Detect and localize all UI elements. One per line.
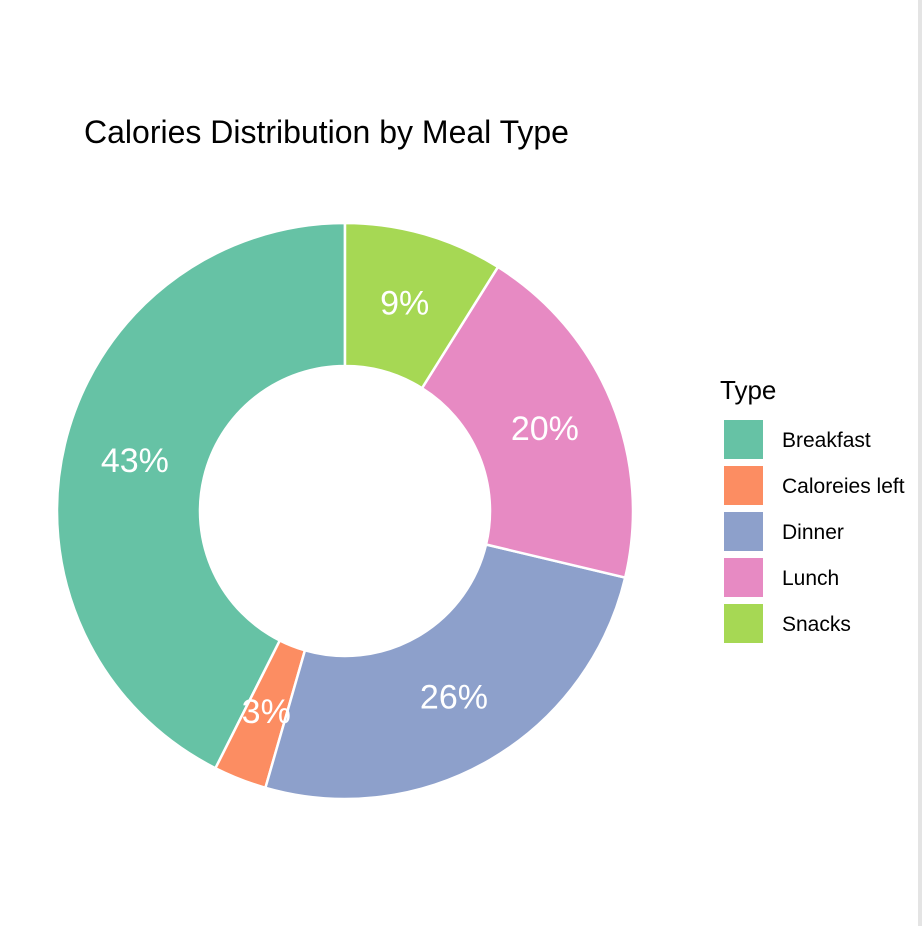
legend-label-dinner: Dinner: [782, 521, 844, 544]
slice-label-dinner: 26%: [420, 678, 488, 716]
legend-label-snacks: Snacks: [782, 613, 851, 636]
window-edge: [918, 0, 922, 926]
slice-breakfast: [55, 221, 347, 770]
legend-swatch-snacks: [724, 604, 763, 643]
legend: Breakfast Caloreies left Dinner Lunch Snacks: [724, 420, 905, 643]
slice-dinner: [263, 543, 627, 801]
slice-labels: 43% 3% 26% 20% 9%: [101, 284, 579, 731]
legend-swatch-dinner: [724, 512, 763, 551]
legend-label-caloreies-left: Caloreies left: [782, 475, 905, 498]
slice-label-caloreies-left: 3%: [242, 693, 291, 731]
legend-swatch-breakfast: [724, 420, 763, 459]
chart-title: Calories Distribution by Meal Type: [84, 114, 569, 150]
legend-label-lunch: Lunch: [782, 567, 839, 590]
slice-label-snacks: 9%: [380, 284, 429, 322]
donut-slices: [55, 221, 635, 801]
legend-label-breakfast: Breakfast: [782, 429, 871, 452]
slice-lunch: [420, 265, 635, 580]
legend-swatch-lunch: [724, 558, 763, 597]
slice-snacks: [343, 221, 500, 390]
legend-swatch-caloreies-left: [724, 466, 763, 505]
slice-label-lunch: 20%: [511, 410, 579, 448]
legend-title: Type: [720, 375, 776, 405]
slice-label-breakfast: 43%: [101, 442, 169, 480]
